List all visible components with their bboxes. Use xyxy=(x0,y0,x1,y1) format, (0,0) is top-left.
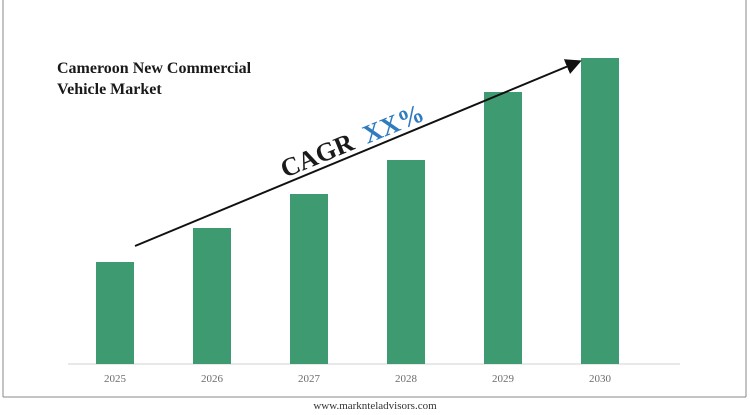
bar-2030 xyxy=(581,58,619,364)
chart-title-line-2: Vehicle Market xyxy=(57,81,162,98)
bars-group xyxy=(96,58,619,364)
bar-2029 xyxy=(484,92,522,364)
bar-2026 xyxy=(193,228,231,364)
cagr-value: XX% xyxy=(358,98,428,149)
cagr-label: CAGR xyxy=(276,127,358,183)
x-tick-label-2030: 2030 xyxy=(589,373,612,385)
footer-url[interactable]: www.marknteladvisors.com xyxy=(313,400,437,412)
bar-2025 xyxy=(96,262,134,364)
chart-title-line-1: Cameroon New Commercial xyxy=(57,60,252,77)
x-tick-label-2029: 2029 xyxy=(492,373,515,385)
x-tick-label-2028: 2028 xyxy=(395,373,418,385)
x-tick-label-2026: 2026 xyxy=(201,373,224,385)
cagr-arrow xyxy=(134,59,582,247)
x-tick-labels: 2025 2026 2027 2028 2029 2030 xyxy=(104,373,612,385)
x-tick-label-2025: 2025 xyxy=(104,373,127,385)
bar-2028 xyxy=(387,160,425,364)
x-tick-label-2027: 2027 xyxy=(298,373,321,385)
bar-2027 xyxy=(290,194,328,364)
